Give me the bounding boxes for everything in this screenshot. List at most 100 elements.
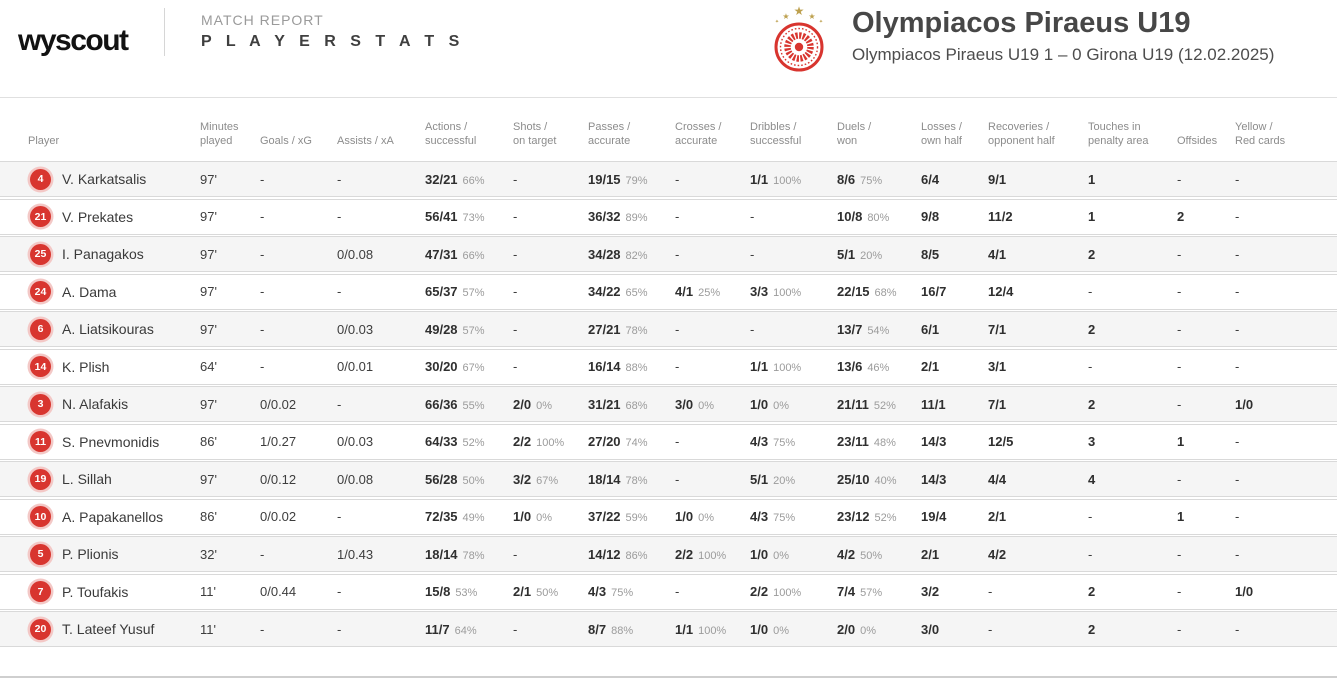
stat-value: 18/14 <box>425 546 458 562</box>
stat-percent: 25% <box>698 287 721 299</box>
column-header-assists: Assists / xA <box>337 135 394 147</box>
stat-cell-minutes: 97' <box>200 397 260 412</box>
stat-percent: 67% <box>536 474 559 487</box>
stat-percent: 75% <box>773 437 796 449</box>
stat-cell-recoveries: 2/1 <box>988 509 1088 524</box>
stat-cell-losses: 9/8 <box>921 209 988 224</box>
stat-value: - <box>513 546 518 562</box>
stat-cell-cards: - <box>1235 472 1337 487</box>
stat-cell-duels: 7/4 57% <box>837 584 921 599</box>
stat-value: 22/15 <box>837 284 870 299</box>
player-name: V. Karkatsalis <box>62 171 147 187</box>
stat-cell-minutes: 97' <box>200 322 260 337</box>
stat-cell-actions: 56/28 50% <box>425 472 513 487</box>
stat-value: 2 <box>1088 246 1096 262</box>
stat-cell-losses: 14/3 <box>921 434 988 449</box>
stat-value: 86' <box>200 509 217 524</box>
stat-value: - <box>260 209 265 224</box>
stat-cell-shots: 2/1 50% <box>513 584 588 599</box>
player-name: N. Alafakis <box>62 396 129 412</box>
stat-cell-goals: 0/0.44 <box>260 584 337 599</box>
stat-cell-goals: - <box>260 547 337 562</box>
stat-value: - <box>1177 171 1182 187</box>
player-cell: 20 T. Lateef Yusuf <box>28 618 200 640</box>
stat-cell-crosses: - <box>675 434 750 449</box>
stat-value: - <box>1177 621 1182 637</box>
svg-text:★: ★ <box>808 12 815 21</box>
stat-value: - <box>675 209 680 224</box>
table-row: 6 A. Liatsikouras 97' -0/0.03 49/28 57% -27/21… <box>0 311 1337 347</box>
stat-value: - <box>337 584 342 599</box>
stat-value: - <box>1235 171 1240 187</box>
stat-cell-duels: 25/10 40% <box>837 472 921 487</box>
stat-value: - <box>675 171 680 187</box>
column-header-goals: Goals / xG <box>260 135 312 147</box>
stat-percent: 89% <box>625 212 648 224</box>
table-row: 4 V. Karkatsalis 97' - - 32/21 66% - 19/15 79% - 1/… <box>0 161 1337 197</box>
stat-cell-assists: - <box>337 622 425 637</box>
stat-cell-assists: 0/0.08 <box>337 472 425 487</box>
stat-cell-duels: 23/12 52% <box>837 509 921 524</box>
stat-value: 8/7 <box>588 621 607 637</box>
stat-value: 1/0 <box>513 509 532 524</box>
stat-percent: 75% <box>611 587 634 599</box>
stat-value: - <box>337 171 342 187</box>
stat-value: 1/0 <box>1235 584 1254 599</box>
stat-cell-goals: - <box>260 209 337 224</box>
stat-cell-duels: 8/6 75% <box>837 172 921 187</box>
table-header-row: Player Minutes played Goals / xG Assists / … <box>0 120 1337 148</box>
stat-cell-shots: 1/0 0% <box>513 509 588 524</box>
stat-cell-actions: 30/20 67% <box>425 359 513 374</box>
stat-value: - <box>337 621 342 637</box>
stat-value: - <box>675 434 680 449</box>
stat-cell-passes: 27/20 74% <box>588 434 675 449</box>
stat-value: 2/1 <box>921 546 940 562</box>
stat-percent: 0% <box>773 549 789 562</box>
player-cell: 24 A. Dama <box>28 281 200 302</box>
stat-cell-minutes: 97' <box>200 209 260 224</box>
stat-cell-cards: - <box>1235 547 1337 562</box>
stat-value: - <box>1177 246 1182 262</box>
jersey-number-badge: 11 <box>30 431 51 452</box>
stat-value: 3/3 <box>750 284 769 299</box>
stat-cell-losses: 6/1 <box>921 322 988 337</box>
stat-value: - <box>1235 546 1240 562</box>
jersey-number-badge: 25 <box>30 243 51 265</box>
stat-value: 5/1 <box>750 471 769 487</box>
table-row: 21 V. Prekates 97' - -56/41 73% -36/32 89% - -10/… <box>0 198 1337 235</box>
stat-value: 3 <box>1088 434 1096 449</box>
stat-value: 25/10 <box>837 471 870 487</box>
stat-cell-touches: 4 <box>1088 472 1177 487</box>
stat-cell-duels: 4/2 50% <box>837 547 921 562</box>
stat-value: 36/32 <box>588 209 621 224</box>
stat-cell-crosses: - <box>675 247 750 262</box>
stat-cell-assists: - <box>337 509 425 524</box>
stat-cell-crosses: - <box>675 172 750 187</box>
stat-value: 1/1 <box>750 359 769 374</box>
stat-percent: 78% <box>625 324 648 337</box>
stat-value: 12/5 <box>988 434 1014 449</box>
stat-value: - <box>513 359 518 374</box>
stat-value: - <box>988 584 993 599</box>
stat-value: 27/20 <box>588 434 621 449</box>
stat-value: 18/14 <box>588 471 621 487</box>
stat-cell-losses: 11/1 <box>921 397 988 412</box>
stat-value: 3/2 <box>513 471 532 487</box>
player-cell: 4 V. Karkatsalis <box>28 168 200 190</box>
stat-cell-offsides: - <box>1177 322 1235 337</box>
player-cell: 3 N. Alafakis <box>28 393 200 415</box>
stat-cell-offsides: - <box>1177 584 1235 599</box>
player-cell: 21 V. Prekates <box>28 206 200 227</box>
stat-value: 97' <box>200 284 217 299</box>
stat-value: 0/0.12 <box>260 471 297 487</box>
stat-value: 0/0.01 <box>337 359 374 374</box>
stat-cell-duels: 5/1 20% <box>837 247 921 262</box>
stat-value: - <box>260 546 265 562</box>
stat-value: 97' <box>200 321 217 337</box>
table-row: 14 K. Plish 64' - 0/0.01 30/20 67% - 16/14 88% - 1/… <box>0 348 1337 385</box>
stat-value: 21/11 <box>837 396 869 412</box>
stat-cell-minutes: 64' <box>200 359 260 374</box>
stat-cell-touches: - <box>1088 509 1177 524</box>
stat-cell-cards: 1/0 <box>1235 584 1337 599</box>
stat-percent: 0% <box>698 512 714 524</box>
